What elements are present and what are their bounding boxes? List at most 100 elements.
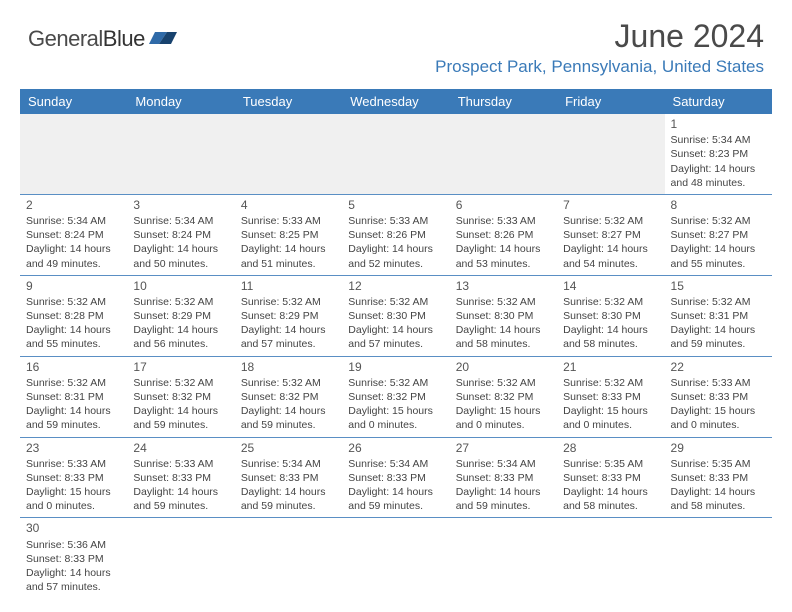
sunset-line: Sunset: 8:33 PM: [456, 471, 551, 485]
day-number: 1: [671, 116, 766, 132]
calendar-row: 1Sunrise: 5:34 AMSunset: 8:23 PMDaylight…: [20, 114, 772, 194]
day-number: 20: [456, 359, 551, 375]
day-number: 17: [133, 359, 228, 375]
sunrise-line: Sunrise: 5:35 AM: [671, 457, 766, 471]
sunset-line: Sunset: 8:33 PM: [26, 552, 121, 566]
day-number: 25: [241, 440, 336, 456]
daylight-line: Daylight: 14 hours and 55 minutes.: [671, 242, 766, 270]
sunrise-line: Sunrise: 5:35 AM: [563, 457, 658, 471]
sunset-line: Sunset: 8:30 PM: [348, 309, 443, 323]
sunrise-line: Sunrise: 5:32 AM: [563, 295, 658, 309]
day-number: 12: [348, 278, 443, 294]
daylight-line: Daylight: 14 hours and 51 minutes.: [241, 242, 336, 270]
sunset-line: Sunset: 8:31 PM: [671, 309, 766, 323]
sunrise-line: Sunrise: 5:34 AM: [671, 133, 766, 147]
sunrise-line: Sunrise: 5:33 AM: [26, 457, 121, 471]
day-number: 18: [241, 359, 336, 375]
sunset-line: Sunset: 8:33 PM: [563, 390, 658, 404]
day-number: 23: [26, 440, 121, 456]
empty-cell: [450, 518, 557, 598]
logo: GeneralBlue: [28, 26, 179, 52]
logo-word1: General: [28, 26, 103, 51]
daylight-line: Daylight: 14 hours and 59 minutes.: [26, 404, 121, 432]
daylight-line: Daylight: 14 hours and 48 minutes.: [671, 162, 766, 190]
sunrise-line: Sunrise: 5:36 AM: [26, 538, 121, 552]
location-text: Prospect Park, Pennsylvania, United Stat…: [435, 57, 764, 77]
day-cell: 12Sunrise: 5:32 AMSunset: 8:30 PMDayligh…: [342, 275, 449, 356]
day-cell: 23Sunrise: 5:33 AMSunset: 8:33 PMDayligh…: [20, 437, 127, 518]
sunset-line: Sunset: 8:28 PM: [26, 309, 121, 323]
empty-cell: [20, 114, 127, 194]
empty-cell: [127, 114, 234, 194]
day-cell: 1Sunrise: 5:34 AMSunset: 8:23 PMDaylight…: [665, 114, 772, 194]
sunset-line: Sunset: 8:25 PM: [241, 228, 336, 242]
empty-cell: [557, 114, 664, 194]
calendar-row: 23Sunrise: 5:33 AMSunset: 8:33 PMDayligh…: [20, 437, 772, 518]
weekday-header: Wednesday: [342, 89, 449, 114]
sunset-line: Sunset: 8:31 PM: [26, 390, 121, 404]
sunset-line: Sunset: 8:32 PM: [348, 390, 443, 404]
day-number: 11: [241, 278, 336, 294]
day-number: 10: [133, 278, 228, 294]
sunrise-line: Sunrise: 5:34 AM: [133, 214, 228, 228]
day-cell: 2Sunrise: 5:34 AMSunset: 8:24 PMDaylight…: [20, 194, 127, 275]
empty-cell: [235, 114, 342, 194]
day-cell: 7Sunrise: 5:32 AMSunset: 8:27 PMDaylight…: [557, 194, 664, 275]
empty-cell: [450, 114, 557, 194]
logo-text: GeneralBlue: [28, 26, 145, 52]
day-cell: 29Sunrise: 5:35 AMSunset: 8:33 PMDayligh…: [665, 437, 772, 518]
sunrise-line: Sunrise: 5:33 AM: [133, 457, 228, 471]
daylight-line: Daylight: 14 hours and 58 minutes.: [456, 323, 551, 351]
sunrise-line: Sunrise: 5:33 AM: [241, 214, 336, 228]
day-number: 3: [133, 197, 228, 213]
daylight-line: Daylight: 14 hours and 53 minutes.: [456, 242, 551, 270]
day-number: 14: [563, 278, 658, 294]
day-cell: 5Sunrise: 5:33 AMSunset: 8:26 PMDaylight…: [342, 194, 449, 275]
daylight-line: Daylight: 14 hours and 55 minutes.: [26, 323, 121, 351]
day-cell: 3Sunrise: 5:34 AMSunset: 8:24 PMDaylight…: [127, 194, 234, 275]
day-cell: 8Sunrise: 5:32 AMSunset: 8:27 PMDaylight…: [665, 194, 772, 275]
day-number: 26: [348, 440, 443, 456]
calendar-row: 16Sunrise: 5:32 AMSunset: 8:31 PMDayligh…: [20, 356, 772, 437]
sunset-line: Sunset: 8:27 PM: [563, 228, 658, 242]
day-cell: 9Sunrise: 5:32 AMSunset: 8:28 PMDaylight…: [20, 275, 127, 356]
flag-icon: [149, 26, 179, 48]
day-cell: 13Sunrise: 5:32 AMSunset: 8:30 PMDayligh…: [450, 275, 557, 356]
sunrise-line: Sunrise: 5:33 AM: [348, 214, 443, 228]
day-cell: 25Sunrise: 5:34 AMSunset: 8:33 PMDayligh…: [235, 437, 342, 518]
sunrise-line: Sunrise: 5:32 AM: [456, 295, 551, 309]
sunset-line: Sunset: 8:33 PM: [563, 471, 658, 485]
sunset-line: Sunset: 8:32 PM: [241, 390, 336, 404]
daylight-line: Daylight: 15 hours and 0 minutes.: [456, 404, 551, 432]
daylight-line: Daylight: 15 hours and 0 minutes.: [26, 485, 121, 513]
sunset-line: Sunset: 8:26 PM: [456, 228, 551, 242]
logo-word2: Blue: [103, 26, 145, 51]
day-number: 13: [456, 278, 551, 294]
header: GeneralBlue June 2024 Prospect Park, Pen…: [0, 0, 792, 81]
sunrise-line: Sunrise: 5:32 AM: [671, 295, 766, 309]
sunset-line: Sunset: 8:23 PM: [671, 147, 766, 161]
daylight-line: Daylight: 14 hours and 58 minutes.: [563, 485, 658, 513]
weekday-header: Sunday: [20, 89, 127, 114]
day-number: 28: [563, 440, 658, 456]
daylight-line: Daylight: 15 hours and 0 minutes.: [348, 404, 443, 432]
weekday-header: Thursday: [450, 89, 557, 114]
daylight-line: Daylight: 14 hours and 59 minutes.: [241, 404, 336, 432]
day-cell: 26Sunrise: 5:34 AMSunset: 8:33 PMDayligh…: [342, 437, 449, 518]
sunset-line: Sunset: 8:29 PM: [241, 309, 336, 323]
sunrise-line: Sunrise: 5:32 AM: [26, 376, 121, 390]
weekday-header: Saturday: [665, 89, 772, 114]
empty-cell: [665, 518, 772, 598]
calendar-row: 30Sunrise: 5:36 AMSunset: 8:33 PMDayligh…: [20, 518, 772, 598]
daylight-line: Daylight: 14 hours and 52 minutes.: [348, 242, 443, 270]
sunrise-line: Sunrise: 5:32 AM: [348, 295, 443, 309]
day-cell: 10Sunrise: 5:32 AMSunset: 8:29 PMDayligh…: [127, 275, 234, 356]
calendar-row: 9Sunrise: 5:32 AMSunset: 8:28 PMDaylight…: [20, 275, 772, 356]
daylight-line: Daylight: 15 hours and 0 minutes.: [563, 404, 658, 432]
calendar-table: SundayMondayTuesdayWednesdayThursdayFrid…: [20, 89, 772, 598]
day-number: 21: [563, 359, 658, 375]
daylight-line: Daylight: 14 hours and 59 minutes.: [241, 485, 336, 513]
day-number: 2: [26, 197, 121, 213]
sunrise-line: Sunrise: 5:32 AM: [563, 214, 658, 228]
daylight-line: Daylight: 14 hours and 58 minutes.: [671, 485, 766, 513]
